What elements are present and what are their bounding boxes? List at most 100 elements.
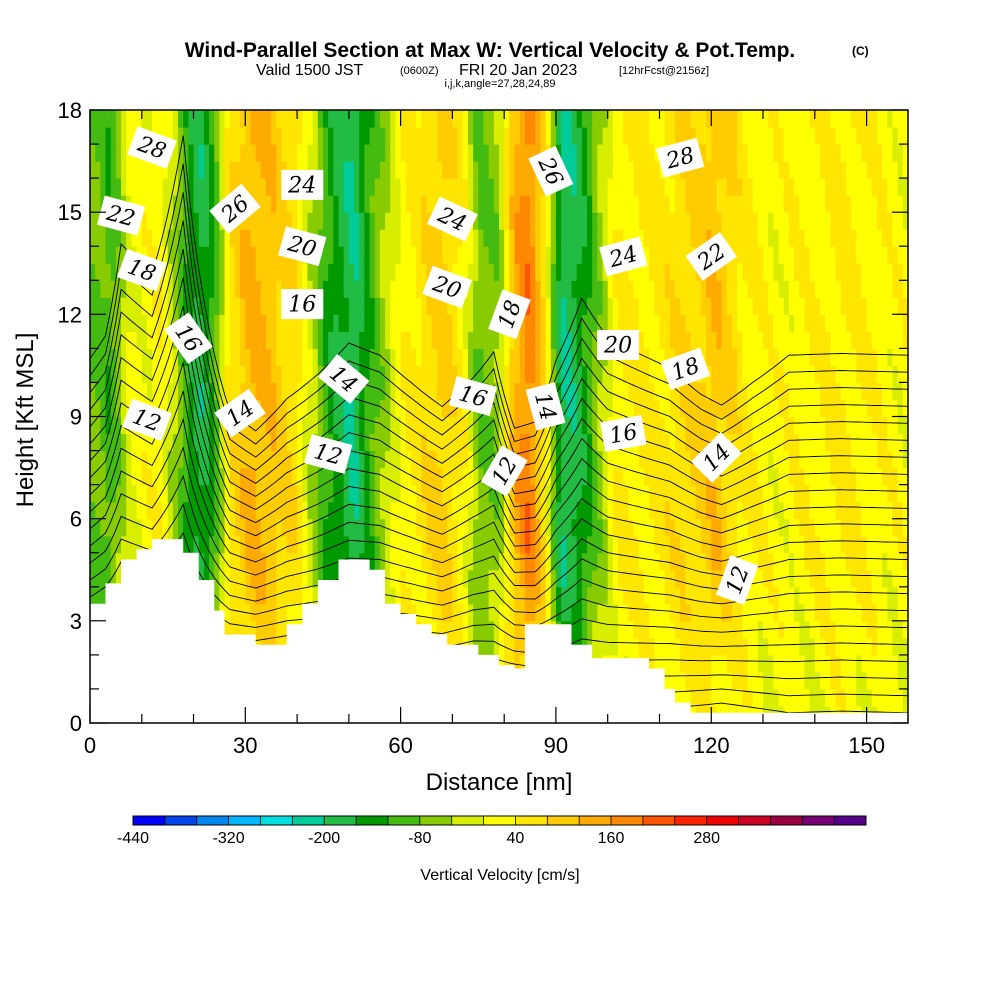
velocity-cell [115, 161, 122, 179]
velocity-cell [628, 620, 635, 639]
velocity-cell [504, 416, 510, 435]
velocity-cell [260, 620, 267, 639]
velocity-cell [747, 399, 754, 418]
velocity-cell [410, 552, 417, 571]
velocity-cell [229, 331, 236, 349]
velocity-cell [385, 297, 391, 315]
velocity-cell [550, 314, 557, 332]
velocity-cell [478, 195, 485, 213]
velocity-cell [276, 263, 283, 281]
velocity-cell [794, 331, 800, 349]
velocity-cell [410, 382, 417, 401]
velocity-cell [602, 127, 609, 145]
velocity-cell [167, 518, 174, 537]
velocity-cell [462, 127, 469, 145]
velocity-cell [421, 603, 428, 622]
velocity-cell [499, 501, 505, 520]
velocity-cell [431, 569, 438, 588]
velocity-cell [410, 416, 417, 435]
velocity-cell [757, 314, 764, 332]
velocity-cell [794, 110, 800, 128]
velocity-cell [442, 535, 448, 554]
velocity-cell [623, 314, 630, 332]
velocity-cell [721, 552, 728, 571]
velocity-cell [152, 314, 158, 332]
chart-title: Wind-Parallel Section at Max W: Vertical… [185, 39, 796, 62]
velocity-cell [110, 178, 117, 196]
velocity-cell [690, 671, 697, 690]
velocity-cell [328, 161, 334, 179]
velocity-cell [260, 229, 267, 247]
velocity-cell [364, 212, 371, 230]
velocity-cell [266, 280, 272, 298]
velocity-cell [224, 314, 231, 332]
velocity-cell [576, 178, 583, 196]
velocity-cell [183, 178, 189, 196]
velocity-cell [726, 654, 733, 673]
velocity-cell [721, 161, 728, 179]
velocity-cell [478, 144, 485, 162]
velocity-cell [747, 382, 754, 401]
velocity-cell [229, 314, 236, 332]
velocity-cell [509, 501, 516, 520]
velocity-cell [452, 603, 459, 622]
velocity-cell [95, 433, 101, 452]
velocity-cell [105, 450, 112, 469]
velocity-cell [146, 467, 153, 486]
velocity-cell [519, 178, 526, 196]
velocity-cell [442, 416, 448, 435]
velocity-cell [643, 433, 650, 452]
velocity-cell [369, 535, 376, 554]
velocity-cell [136, 518, 143, 537]
velocity-cell [390, 433, 397, 452]
velocity-cell [219, 348, 226, 367]
velocity-cell [442, 110, 448, 128]
velocity-cell [447, 586, 454, 605]
velocity-cell [773, 144, 780, 162]
velocity-cell [742, 654, 749, 673]
velocity-cell [742, 382, 749, 401]
velocity-cell [203, 501, 210, 520]
velocity-cell [167, 161, 174, 179]
velocity-cell [726, 382, 733, 401]
velocity-cell [493, 110, 500, 128]
velocity-cell [146, 195, 153, 213]
velocity-cell [493, 161, 500, 179]
velocity-cell [493, 484, 500, 503]
velocity-cell [509, 246, 516, 264]
velocity-cell [576, 365, 583, 384]
velocity-cell [747, 433, 754, 452]
velocity-cell [530, 484, 536, 503]
velocity-cell [669, 467, 676, 486]
velocity-cell [240, 552, 246, 571]
velocity-cell [794, 144, 800, 162]
velocity-cell [126, 348, 133, 367]
velocity-cell [483, 552, 490, 571]
velocity-cell [783, 178, 790, 196]
velocity-cell [483, 331, 490, 349]
velocity-cell [405, 382, 412, 401]
velocity-cell [773, 688, 780, 707]
velocity-cell [488, 535, 495, 554]
velocity-cell [426, 484, 433, 503]
velocity-cell [607, 127, 614, 145]
velocity-cell [136, 348, 143, 367]
velocity-cell [240, 246, 246, 264]
velocity-cell [581, 161, 588, 179]
velocity-cell [571, 586, 578, 605]
velocity-cell [203, 297, 210, 315]
velocity-cell [436, 501, 443, 520]
velocity-cell [654, 399, 661, 418]
velocity-cell [514, 518, 521, 537]
velocity-cell [421, 450, 428, 469]
velocity-cell [219, 127, 226, 145]
velocity-cell [607, 535, 614, 554]
velocity-cell [369, 263, 376, 281]
velocity-cell [400, 280, 407, 298]
velocity-cell [628, 365, 635, 384]
velocity-cell [100, 535, 107, 554]
velocity-cell [752, 229, 759, 247]
velocity-cell [447, 348, 454, 367]
velocity-cell [209, 535, 215, 554]
velocity-cell [664, 603, 671, 622]
